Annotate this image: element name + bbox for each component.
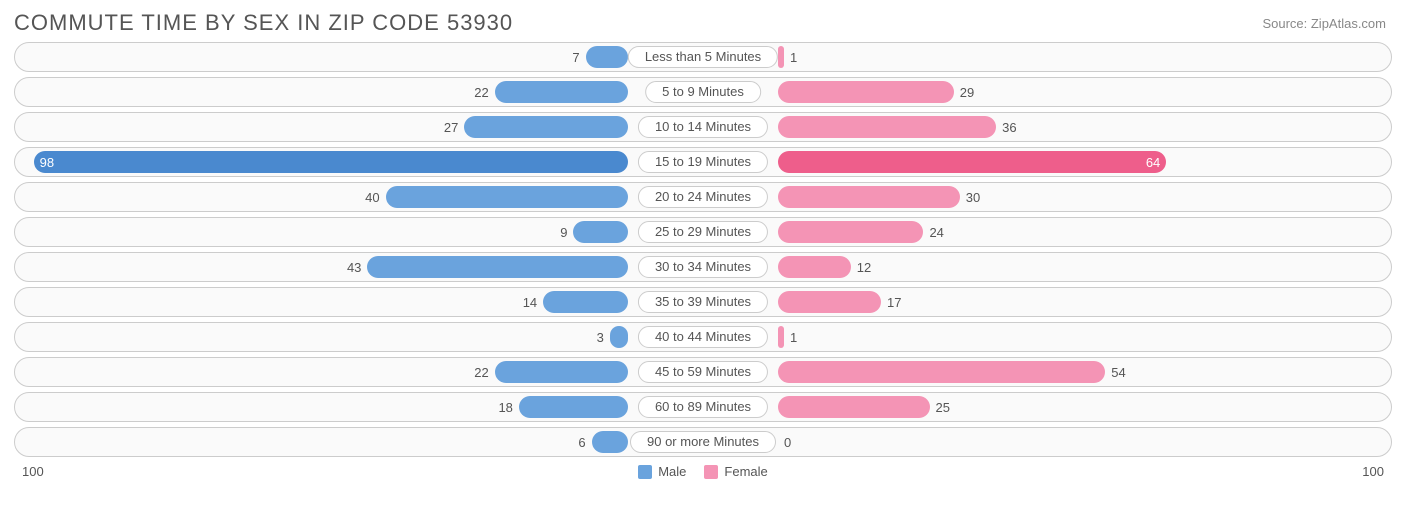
female-bar	[778, 151, 1166, 173]
male-value: 7	[572, 43, 579, 73]
female-value: 12	[857, 253, 871, 283]
chart-row: 27 36 10 to 14 Minutes	[14, 112, 1392, 142]
female-bar	[778, 361, 1105, 383]
category-pill: 45 to 59 Minutes	[638, 361, 768, 383]
male-bar	[586, 46, 628, 68]
female-value: 25	[936, 393, 950, 423]
male-bar	[519, 396, 628, 418]
male-value: 6	[578, 428, 585, 458]
female-value: 36	[1002, 113, 1016, 143]
male-value: 22	[474, 358, 488, 388]
male-bar	[592, 431, 628, 453]
female-bar	[778, 221, 923, 243]
female-value: 29	[960, 78, 974, 108]
female-bar	[778, 81, 954, 103]
category-pill: 10 to 14 Minutes	[638, 116, 768, 138]
category-pill: 40 to 44 Minutes	[638, 326, 768, 348]
chart-row: 43 12 30 to 34 Minutes	[14, 252, 1392, 282]
female-bar	[778, 291, 881, 313]
male-value: 43	[347, 253, 361, 283]
category-pill: 5 to 9 Minutes	[645, 81, 761, 103]
male-bar	[464, 116, 628, 138]
source-prefix: Source:	[1262, 16, 1310, 31]
male-bar	[495, 81, 628, 103]
chart-footer: 100 Male Female 100	[0, 462, 1406, 479]
chart-row: 22 54 45 to 59 Minutes	[14, 357, 1392, 387]
category-pill: Less than 5 Minutes	[628, 46, 778, 68]
chart-row: 14 17 35 to 39 Minutes	[14, 287, 1392, 317]
male-value: 22	[474, 78, 488, 108]
source-link[interactable]: ZipAtlas.com	[1311, 16, 1386, 31]
female-value: 24	[929, 218, 943, 248]
female-bar	[778, 326, 784, 348]
axis-max-right: 100	[1362, 464, 1384, 479]
male-bar	[573, 221, 628, 243]
axis-max-left: 100	[22, 464, 44, 479]
male-bar	[543, 291, 628, 313]
chart-row: 22 29 5 to 9 Minutes	[14, 77, 1392, 107]
chart-row: 7 1 Less than 5 Minutes	[14, 42, 1392, 72]
chart-body: 71Less than 5 Minutes22295 to 9 Minutes2…	[0, 42, 1406, 457]
category-pill: 90 or more Minutes	[630, 431, 776, 453]
legend-male: Male	[638, 464, 686, 479]
female-value: 1	[790, 323, 797, 353]
female-bar	[778, 46, 784, 68]
legend-female-label: Female	[724, 464, 767, 479]
chart-row: 98 64 15 to 19 Minutes	[14, 147, 1392, 177]
chart-row: 6 0 90 or more Minutes	[14, 427, 1392, 457]
female-value: 1	[790, 43, 797, 73]
male-value: 40	[365, 183, 379, 213]
chart-container: COMMUTE TIME BY SEX IN ZIP CODE 53930 So…	[0, 0, 1406, 522]
category-pill: 30 to 34 Minutes	[638, 256, 768, 278]
category-pill: 60 to 89 Minutes	[638, 396, 768, 418]
female-value: 30	[966, 183, 980, 213]
female-bar	[778, 256, 851, 278]
male-value: 3	[597, 323, 604, 353]
chart-row: 40 30 20 to 24 Minutes	[14, 182, 1392, 212]
male-value: 9	[560, 218, 567, 248]
female-bar	[778, 396, 930, 418]
legend-male-swatch	[638, 465, 652, 479]
female-value: 54	[1111, 358, 1125, 388]
male-value: 18	[498, 393, 512, 423]
chart-source: Source: ZipAtlas.com	[1262, 16, 1386, 31]
chart-title: COMMUTE TIME BY SEX IN ZIP CODE 53930	[14, 10, 513, 36]
legend-female-swatch	[704, 465, 718, 479]
legend-male-label: Male	[658, 464, 686, 479]
female-value: 64	[1136, 148, 1170, 178]
category-pill: 15 to 19 Minutes	[638, 151, 768, 173]
male-bar	[367, 256, 628, 278]
male-value: 14	[523, 288, 537, 318]
category-pill: 25 to 29 Minutes	[638, 221, 768, 243]
female-bar	[778, 116, 996, 138]
male-bar	[610, 326, 628, 348]
male-value: 98	[30, 148, 64, 178]
chart-row: 3 1 40 to 44 Minutes	[14, 322, 1392, 352]
chart-header: COMMUTE TIME BY SEX IN ZIP CODE 53930 So…	[0, 0, 1406, 42]
category-pill: 20 to 24 Minutes	[638, 186, 768, 208]
category-pill: 35 to 39 Minutes	[638, 291, 768, 313]
male-bar	[386, 186, 628, 208]
chart-row: 9 24 25 to 29 Minutes	[14, 217, 1392, 247]
female-value: 17	[887, 288, 901, 318]
male-bar	[495, 361, 628, 383]
legend-female: Female	[704, 464, 767, 479]
female-bar	[778, 186, 960, 208]
female-value: 0	[784, 428, 791, 458]
male-value: 27	[444, 113, 458, 143]
chart-row: 18 25 60 to 89 Minutes	[14, 392, 1392, 422]
male-bar	[34, 151, 628, 173]
